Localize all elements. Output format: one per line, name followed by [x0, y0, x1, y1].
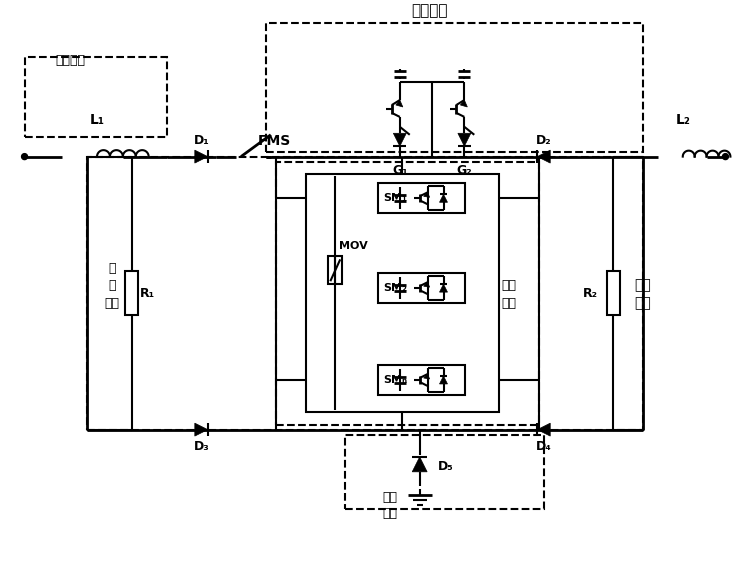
- Bar: [378, 273, 465, 303]
- Polygon shape: [460, 100, 467, 107]
- Text: 断流: 断流: [502, 279, 517, 292]
- Text: 电路: 电路: [502, 296, 517, 310]
- Polygon shape: [396, 100, 403, 107]
- Polygon shape: [537, 150, 550, 163]
- Circle shape: [722, 154, 728, 160]
- Text: 电路: 电路: [382, 507, 397, 519]
- Polygon shape: [195, 423, 208, 436]
- Text: 载流电路: 载流电路: [411, 3, 448, 18]
- Bar: [607, 271, 619, 315]
- Bar: [276, 161, 538, 425]
- Text: 电阻: 电阻: [634, 296, 652, 310]
- Circle shape: [22, 154, 28, 160]
- Polygon shape: [424, 192, 430, 197]
- Text: SM₂: SM₂: [383, 283, 406, 293]
- Polygon shape: [440, 376, 448, 384]
- Text: R₂: R₂: [583, 287, 598, 300]
- Bar: [87, 157, 643, 430]
- Text: D₄: D₄: [536, 440, 552, 453]
- Bar: [378, 184, 465, 213]
- Polygon shape: [440, 284, 448, 292]
- Text: MOV: MOV: [339, 242, 368, 251]
- Text: D₂: D₂: [536, 134, 551, 147]
- Polygon shape: [424, 282, 430, 287]
- Polygon shape: [413, 457, 427, 472]
- Text: 阻尼: 阻尼: [634, 278, 652, 292]
- Bar: [266, 23, 643, 152]
- Text: L₁: L₁: [89, 113, 104, 127]
- Text: 限流电路: 限流电路: [56, 54, 86, 67]
- Text: 流: 流: [108, 279, 116, 292]
- Bar: [305, 174, 499, 412]
- Polygon shape: [440, 194, 448, 202]
- Text: 换: 换: [108, 262, 116, 275]
- Text: 续流: 续流: [382, 491, 397, 504]
- Text: R₁: R₁: [140, 287, 155, 300]
- Polygon shape: [195, 150, 208, 163]
- Text: G₁: G₁: [392, 164, 408, 177]
- Text: L₂: L₂: [675, 113, 690, 127]
- Polygon shape: [458, 133, 471, 146]
- Bar: [25, 58, 166, 137]
- Text: D₁: D₁: [194, 134, 209, 147]
- Bar: [125, 271, 138, 315]
- Polygon shape: [393, 133, 406, 146]
- Polygon shape: [424, 374, 430, 379]
- Polygon shape: [537, 423, 550, 436]
- Text: D₅: D₅: [437, 460, 453, 473]
- Text: SMₙ: SMₙ: [383, 375, 407, 385]
- Text: G₂: G₂: [457, 164, 472, 177]
- Bar: [378, 365, 465, 395]
- Bar: [345, 434, 544, 509]
- Text: FMS: FMS: [258, 134, 291, 148]
- Text: D₃: D₃: [194, 440, 209, 453]
- Bar: [328, 256, 342, 284]
- Text: 电路: 电路: [104, 296, 119, 310]
- Text: SM₁: SM₁: [383, 193, 406, 203]
